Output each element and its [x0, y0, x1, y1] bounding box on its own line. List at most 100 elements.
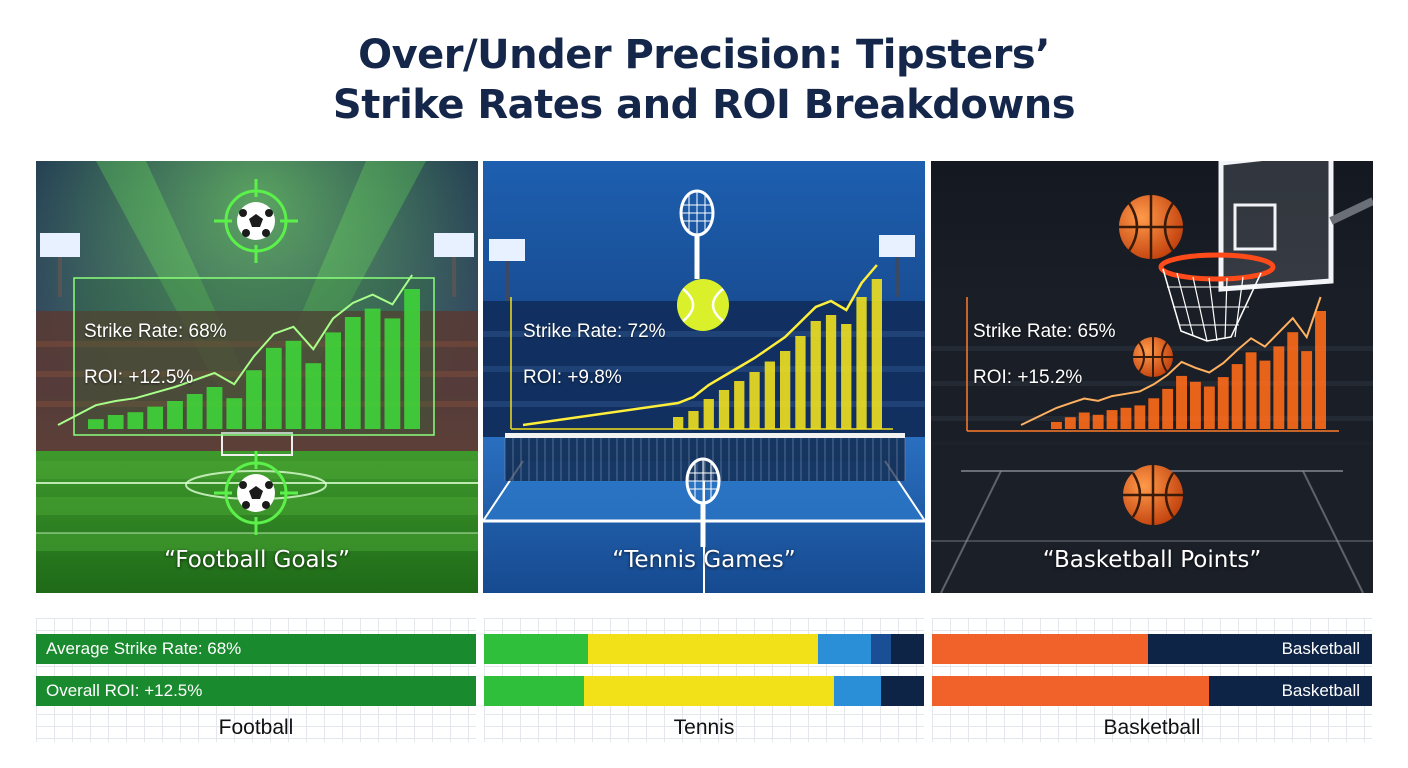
basketball-chart-bar: [1259, 360, 1271, 429]
basketball-bar-segment: [1147, 634, 1372, 664]
football-chart-bar: [404, 289, 420, 429]
basketball-strike-bar: Basketball: [932, 634, 1372, 664]
tennis-trend-line: [522, 264, 878, 427]
tennis-chart-bar: [673, 417, 684, 429]
basketball-strike-rate: Strike Rate: 65%: [973, 321, 1116, 342]
basketball-bar-segment: [932, 676, 1210, 706]
page-title: Over/Under Precision: Tipsters’ Strike R…: [0, 30, 1408, 130]
basketball-roi-bar: Basketball: [932, 676, 1372, 706]
tennis-bar-segment: [871, 634, 891, 664]
football-chart-bar: [246, 370, 262, 429]
tennis-chart-bar: [764, 361, 775, 429]
football-chart-bar: [147, 406, 164, 429]
football-trend-line: [57, 274, 413, 426]
basketball-strike-bar-label: Basketball: [1281, 639, 1360, 658]
soccer-ball-target-icon: [214, 451, 298, 535]
basketball-chart-bar: [1176, 375, 1187, 429]
basketball-chart-bar: [1217, 377, 1229, 429]
basketball-chart-bar: [1315, 311, 1326, 429]
tennis-bar-group: [673, 279, 882, 429]
basketball-roi: ROI: +15.2%: [973, 367, 1083, 388]
tennis-chart-bar: [703, 399, 714, 429]
football-chart-bar: [226, 398, 243, 429]
tennis-chart-bar: [841, 324, 852, 429]
basketball-scene: [931, 161, 1373, 593]
basketball-icon: [1123, 465, 1183, 525]
tennis-chart-bar: [780, 351, 791, 429]
basketball-chart-bar: [1162, 388, 1174, 429]
football-bar-segment: [36, 676, 476, 706]
football-strike-rate: Strike Rate: 68%: [84, 321, 227, 342]
football-chart-bar: [206, 387, 223, 429]
football-chart-bar: [384, 318, 401, 429]
basketball-trend-line: [1020, 296, 1322, 426]
basketball-chart-bar: [1245, 352, 1257, 429]
football-chart-bar: [88, 419, 104, 429]
basketball-roi-bar-label: Basketball: [1281, 681, 1360, 700]
basketball-icon: [1133, 337, 1173, 377]
basketball-chart-bar: [1092, 414, 1104, 429]
tennis-bar-segment: [890, 634, 924, 664]
tennis-net: [504, 433, 906, 481]
tennis-panel: Strike Rate: 72% ROI: +9.8% “Tennis Game…: [483, 161, 925, 593]
football-chart-bar: [364, 308, 381, 429]
tennis-strike-bar: [484, 634, 924, 664]
basketball-panel: Strike Rate: 65% ROI: +15.2% “Basketball…: [931, 161, 1373, 593]
football-breakdown: Average Strike Rate: 68% Overall ROI: +1…: [36, 618, 476, 742]
tennis-bar-segment: [583, 676, 834, 706]
football-strike-bar-label: Average Strike Rate: 68%: [46, 639, 242, 658]
tennis-chart-bar: [825, 315, 837, 429]
tennis-roi: ROI: +9.8%: [523, 367, 622, 388]
basketball-chart-bar: [1064, 417, 1076, 429]
football-roi-bar-label: Overall ROI: +12.5%: [46, 681, 203, 700]
tennis-chart-bar: [718, 390, 730, 429]
football-bar-group: [88, 289, 420, 429]
football-chart-bar: [285, 340, 302, 429]
tennis-strike-rate: Strike Rate: 72%: [523, 321, 666, 342]
basketball-chart-bar: [1203, 386, 1215, 429]
football-chart-bar: [127, 412, 144, 429]
soccer-ball-target-icon: [214, 179, 298, 263]
tennis-bar-segment: [588, 634, 819, 664]
basketball-icon: [1119, 195, 1183, 259]
tennis-chart-bar: [688, 411, 699, 429]
basketball-chart-bar: [1231, 364, 1243, 429]
floodlight-left-icon: [40, 233, 80, 297]
basketball-chart-bar: [1078, 412, 1090, 429]
tennis-chart-bar: [856, 297, 867, 429]
football-chart-bar: [344, 317, 361, 429]
football-breakdown-label: Football: [218, 716, 294, 739]
basketball-chart-bar: [1134, 405, 1146, 429]
tennis-racket-icon: [679, 189, 715, 279]
football-chart-bar: [167, 401, 183, 429]
title-line-1: Over/Under Precision: Tipsters’: [358, 32, 1050, 78]
tennis-chart-bar: [810, 321, 821, 429]
basketball-hoop-icon: [1158, 161, 1373, 342]
title-line-2: Strike Rates and ROI Breakdowns: [332, 82, 1076, 128]
floodlight-right-icon: [879, 235, 915, 297]
basketball-chart-bar: [1148, 398, 1160, 429]
tennis-chart-bar: [749, 372, 760, 429]
floodlight-left-icon: [489, 239, 525, 301]
tennis-bar-segment: [484, 634, 589, 664]
tennis-bar-segment: [833, 676, 881, 706]
tennis-racket-icon: [685, 457, 721, 547]
basketball-chart-bar: [1106, 410, 1118, 429]
basketball-chart-bar: [1301, 351, 1313, 429]
floodlight-right-icon: [434, 233, 474, 297]
football-strike-bar: Average Strike Rate: 68%: [36, 634, 476, 664]
tennis-chart-bar: [795, 336, 806, 429]
football-roi: ROI: +12.5%: [84, 367, 194, 388]
tennis-scene: [483, 161, 925, 593]
football-chart-bar: [265, 347, 282, 429]
tennis-bar-segment: [880, 676, 924, 706]
tennis-breakdown-label: Tennis: [673, 716, 735, 739]
tennis-bar-segment: [818, 634, 872, 664]
tennis-chart-bar: [734, 381, 745, 429]
tennis-roi-bar: [484, 676, 924, 706]
basketball-chart-bar: [1190, 381, 1201, 429]
tennis-ball-icon: [677, 279, 729, 331]
basketball-caption: “Basketball Points”: [1042, 547, 1262, 573]
football-chart-bar: [305, 363, 322, 429]
tennis-bar-segment: [484, 676, 584, 706]
